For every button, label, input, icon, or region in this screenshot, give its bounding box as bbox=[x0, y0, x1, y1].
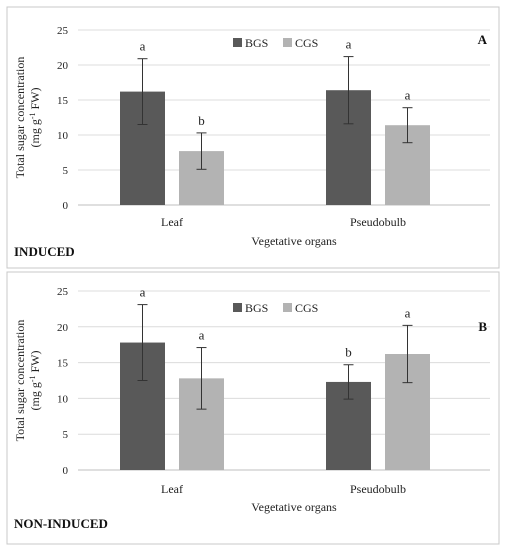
y-axis-title: Total sugar concentration bbox=[13, 57, 27, 179]
y-tick-labels: 0 5 10 15 20 25 bbox=[57, 25, 69, 212]
panel-tag: A bbox=[478, 32, 488, 47]
panel-name: INDUCED bbox=[14, 244, 75, 259]
panel-border bbox=[6, 6, 500, 269]
category-label: Leaf bbox=[161, 215, 183, 229]
y-tick-label: 5 bbox=[63, 165, 69, 177]
legend-label: BGS bbox=[245, 36, 268, 50]
panel-induced: a b a a 0 5 10 15 20 25 Leaf Pseudobulb BGS CGS Ve… bbox=[6, 6, 500, 269]
panel-border bbox=[6, 271, 500, 545]
significance-letters: a b a a bbox=[140, 37, 411, 128]
significance-letter: a bbox=[346, 37, 352, 52]
y-tick-label: 15 bbox=[57, 358, 69, 370]
category-labels: Leaf Pseudobulb bbox=[161, 482, 406, 496]
legend-label: CGS bbox=[295, 36, 318, 50]
x-axis-title: Vegetative organs bbox=[251, 500, 337, 514]
y-tick-label: 0 bbox=[63, 465, 69, 477]
panel-tag: B bbox=[478, 319, 487, 334]
bars bbox=[120, 342, 430, 470]
y-axis-unit: (mg g-1 FW) bbox=[28, 87, 42, 147]
significance-letter: a bbox=[199, 328, 205, 343]
legend: BGS CGS bbox=[233, 301, 318, 315]
y-tick-label: 15 bbox=[57, 95, 69, 107]
error-bars bbox=[137, 56, 413, 170]
significance-letter: a bbox=[405, 88, 411, 103]
y-axis-unit: (mg g-1 FW) bbox=[28, 350, 42, 410]
y-axis-title: Total sugar concentration bbox=[13, 320, 27, 442]
panel-name: NON-INDUCED bbox=[14, 516, 108, 531]
significance-letter: a bbox=[140, 39, 146, 54]
y-tick-label: 5 bbox=[63, 429, 69, 441]
y-tick-label: 25 bbox=[57, 286, 69, 298]
legend-swatch bbox=[233, 38, 242, 47]
significance-letters: a a b a bbox=[140, 285, 411, 360]
category-label: Pseudobulb bbox=[350, 215, 406, 229]
significance-letter: a bbox=[405, 305, 411, 320]
significance-letter: b bbox=[198, 113, 205, 128]
legend-label: BGS bbox=[245, 301, 268, 315]
legend-swatch bbox=[283, 303, 292, 312]
significance-letter: a bbox=[140, 285, 146, 300]
y-tick-labels: 0 5 10 15 20 25 bbox=[57, 286, 69, 477]
legend: BGS CGS bbox=[233, 36, 318, 50]
error-bars bbox=[137, 304, 413, 410]
y-tick-label: 20 bbox=[57, 322, 69, 334]
y-tick-label: 10 bbox=[57, 393, 69, 405]
y-tick-label: 10 bbox=[57, 130, 69, 142]
significance-letter: b bbox=[345, 345, 352, 360]
category-label: Pseudobulb bbox=[350, 482, 406, 496]
panel-non-induced: a a b a 0 5 10 15 20 25 Leaf Pseudobulb BGS CGS Ve… bbox=[6, 271, 500, 545]
bars bbox=[120, 90, 430, 205]
x-axis-title: Vegetative organs bbox=[251, 234, 337, 248]
legend-swatch bbox=[283, 38, 292, 47]
legend-label: CGS bbox=[295, 301, 318, 315]
y-tick-label: 25 bbox=[57, 25, 69, 37]
category-labels: Leaf Pseudobulb bbox=[161, 215, 406, 229]
y-tick-label: 20 bbox=[57, 60, 69, 72]
category-label: Leaf bbox=[161, 482, 183, 496]
legend-swatch bbox=[233, 303, 242, 312]
y-tick-label: 0 bbox=[63, 200, 69, 212]
